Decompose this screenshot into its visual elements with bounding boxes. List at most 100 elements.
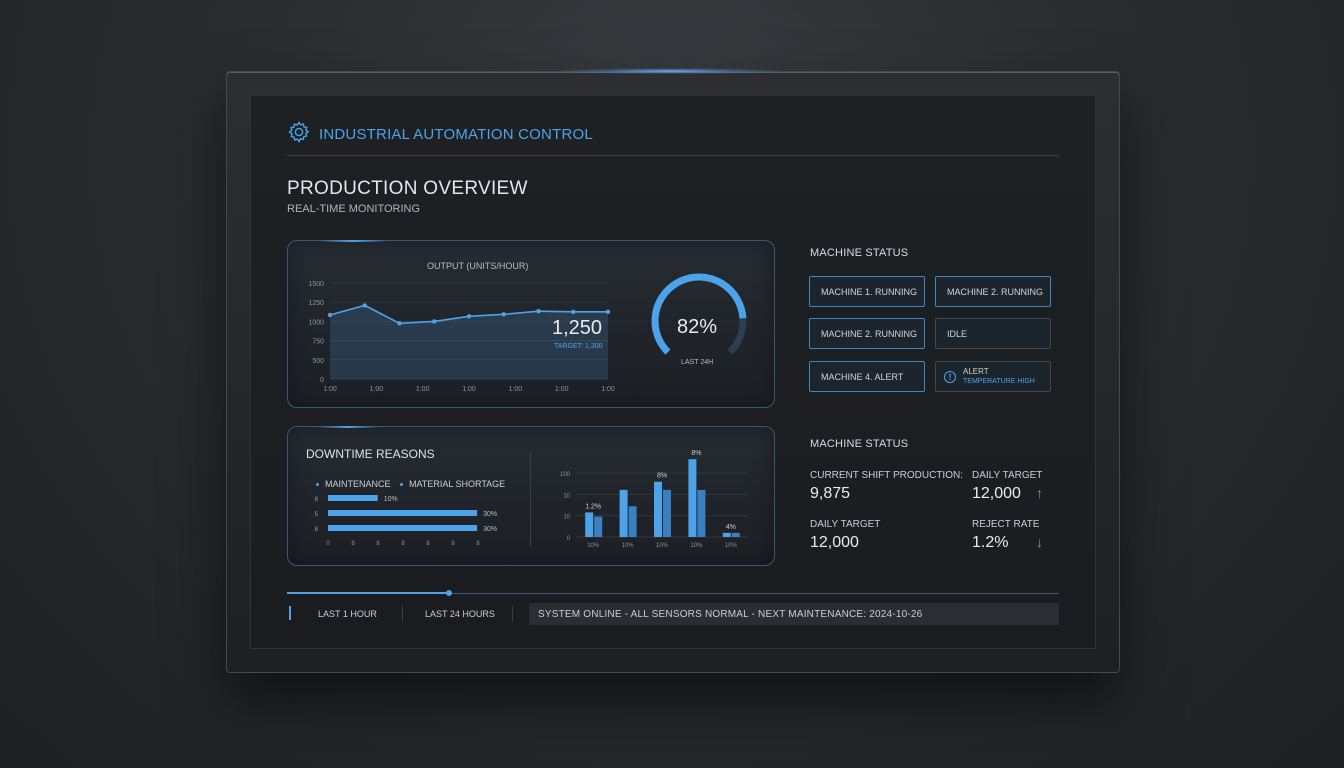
panel-glow <box>318 240 388 242</box>
stats-title: MACHINE STATUS <box>810 438 909 450</box>
vbar <box>688 459 697 537</box>
line-point <box>432 319 437 324</box>
y-tick-label: 100 <box>560 472 571 478</box>
machine-4-button[interactable]: MACHINE 4. ALERT <box>809 361 925 392</box>
x-tick-label: 8 <box>476 541 480 547</box>
x-tick-label: 1:00 <box>601 386 615 393</box>
vbar <box>731 532 740 537</box>
line-point <box>362 303 367 308</box>
machine-label: MACHINE 2. RUNNING <box>947 286 1044 297</box>
gear-icon[interactable] <box>287 120 311 148</box>
vbar <box>619 489 628 537</box>
line-point <box>501 312 506 317</box>
timeline-track <box>287 593 1059 594</box>
bar-value-label: 4% <box>726 524 736 531</box>
line-point <box>327 312 333 318</box>
legend-dot <box>316 482 319 486</box>
reject-rate-value: 1.2% <box>972 534 1009 551</box>
alert-detail: TEMPERATURE HIGH <box>963 377 1035 385</box>
x-tick-label: 0 <box>326 541 330 547</box>
machine-status-title: MACHINE STATUS <box>810 247 909 259</box>
tab-last-1-hour[interactable]: LAST 1 HOUR <box>318 609 377 619</box>
downtime-title: DOWNTIME REASONS <box>306 447 435 461</box>
daily-target-value: 12,000 <box>810 534 859 551</box>
bar-value-label: 1.2% <box>585 503 601 510</box>
x-tick-label: 1:00 <box>509 386 523 393</box>
x-tick-label: 1:00 <box>555 386 569 393</box>
reject-rate-label: REJECT RATE <box>972 519 1040 530</box>
vbar <box>585 512 594 537</box>
output-chart-title: OUTPUT (UNITS/HOUR) <box>427 261 529 271</box>
alert-text: ALERT TEMPERATURE HIGH <box>963 367 1035 387</box>
x-tick-label: 1:00 <box>323 386 337 393</box>
output-panel: OUTPUT (UNITS/HOUR) 1500 1250 1000 750 500 0 1… <box>287 240 775 408</box>
x-tick-label: 1:00 <box>416 386 430 393</box>
bar-value-label: 8% <box>657 473 667 480</box>
tab-last-24-hours[interactable]: LAST 24 HOURS <box>425 609 495 619</box>
panel-divider <box>530 452 531 547</box>
bar-category-label: 5 <box>315 512 319 518</box>
app-title: INDUSTRIAL AUTOMATION CONTROL <box>319 125 593 143</box>
current-shift-value: 9,875 <box>810 485 851 502</box>
line-point <box>466 314 472 319</box>
legend-dot <box>400 482 403 486</box>
y-tick-label: 10 <box>563 515 570 521</box>
daily-target-value: 12,000 <box>972 485 1021 502</box>
timeline-progress <box>287 592 449 594</box>
x-tick-label: 8 <box>426 541 430 547</box>
gauge-value: 82% <box>677 316 718 338</box>
downtime-panel: DOWNTIME REASONS MAINTENANCE MATERIAL SH… <box>287 426 775 566</box>
monitor-glow <box>560 68 780 74</box>
hbar <box>328 510 478 516</box>
y-tick-label: 0 <box>567 536 571 542</box>
header-divider <box>287 155 1059 156</box>
machine-1-button[interactable]: MACHINE 1. RUNNING <box>809 276 925 307</box>
bar-value-label: 30% <box>483 511 497 518</box>
machine-label: MACHINE 4. ALERT <box>821 371 904 382</box>
system-status-text: SYSTEM ONLINE - ALL SENSORS NORMAL - NEX… <box>538 608 923 620</box>
dashboard-screen: INDUSTRIAL AUTOMATION CONTROL PRODUCTION… <box>250 95 1096 649</box>
gauge-fill <box>651 273 747 355</box>
app-header: INDUSTRIAL AUTOMATION CONTROL <box>287 120 593 148</box>
machine-label: MACHINE 1. RUNNING <box>821 286 918 297</box>
x-tick-label: 10% <box>622 543 635 549</box>
daily-target-label: DAILY TARGET <box>810 519 881 530</box>
hbar <box>328 495 378 501</box>
arrow-up-icon: ↑ <box>1036 485 1043 501</box>
vbar <box>697 489 706 537</box>
vbar <box>654 481 662 537</box>
vbar <box>594 516 603 537</box>
machine-idle-button[interactable]: IDLE <box>935 318 1051 349</box>
bar-category-label: 8 <box>315 527 319 533</box>
x-tick-label: 8 <box>376 541 380 547</box>
alert-label: ALERT <box>963 366 989 376</box>
timeline-handle[interactable] <box>446 590 452 596</box>
output-target: TARGET: 1,300 <box>554 343 603 350</box>
x-tick-label: 10% <box>587 543 600 549</box>
y-tick-label: 0 <box>320 377 324 384</box>
alert-icon: ! <box>944 370 956 383</box>
hbar <box>328 525 478 531</box>
machine-3-button[interactable]: MACHINE 2. RUNNING <box>809 318 925 349</box>
legend-material: MATERIAL SHORTAGE <box>400 479 505 489</box>
y-tick-label: 750 <box>312 339 324 346</box>
bar-value-label: 30% <box>483 526 497 533</box>
legend-label: MAINTENANCE <box>325 479 391 489</box>
gauge-label: LAST 24H <box>681 359 714 366</box>
line-point <box>605 309 611 314</box>
x-tick-label: 1:00 <box>462 386 476 393</box>
y-tick-label: 10 <box>563 493 570 499</box>
machine-2-button[interactable]: MACHINE 2. RUNNING <box>935 276 1051 307</box>
machine-label: MACHINE 2. RUNNING <box>821 328 918 339</box>
x-tick-label: 1:00 <box>370 386 384 393</box>
output-line-chart: 1500 1250 1000 750 500 0 1:00 1:00 1:00 1:00 1:00 1… <box>308 281 615 393</box>
legend-maintenance: MAINTENANCE <box>316 479 391 489</box>
vbar <box>722 532 731 537</box>
x-tick-label: 10% <box>690 543 703 549</box>
alert-button[interactable]: ! ALERT TEMPERATURE HIGH <box>935 361 1051 392</box>
y-tick-label: 500 <box>312 358 324 365</box>
efficiency-gauge <box>651 273 747 355</box>
current-shift-label: CURRENT SHIFT PRODUCTION: <box>810 470 963 481</box>
x-tick-label: 10% <box>656 543 669 549</box>
x-tick-label: 10% <box>725 543 738 549</box>
